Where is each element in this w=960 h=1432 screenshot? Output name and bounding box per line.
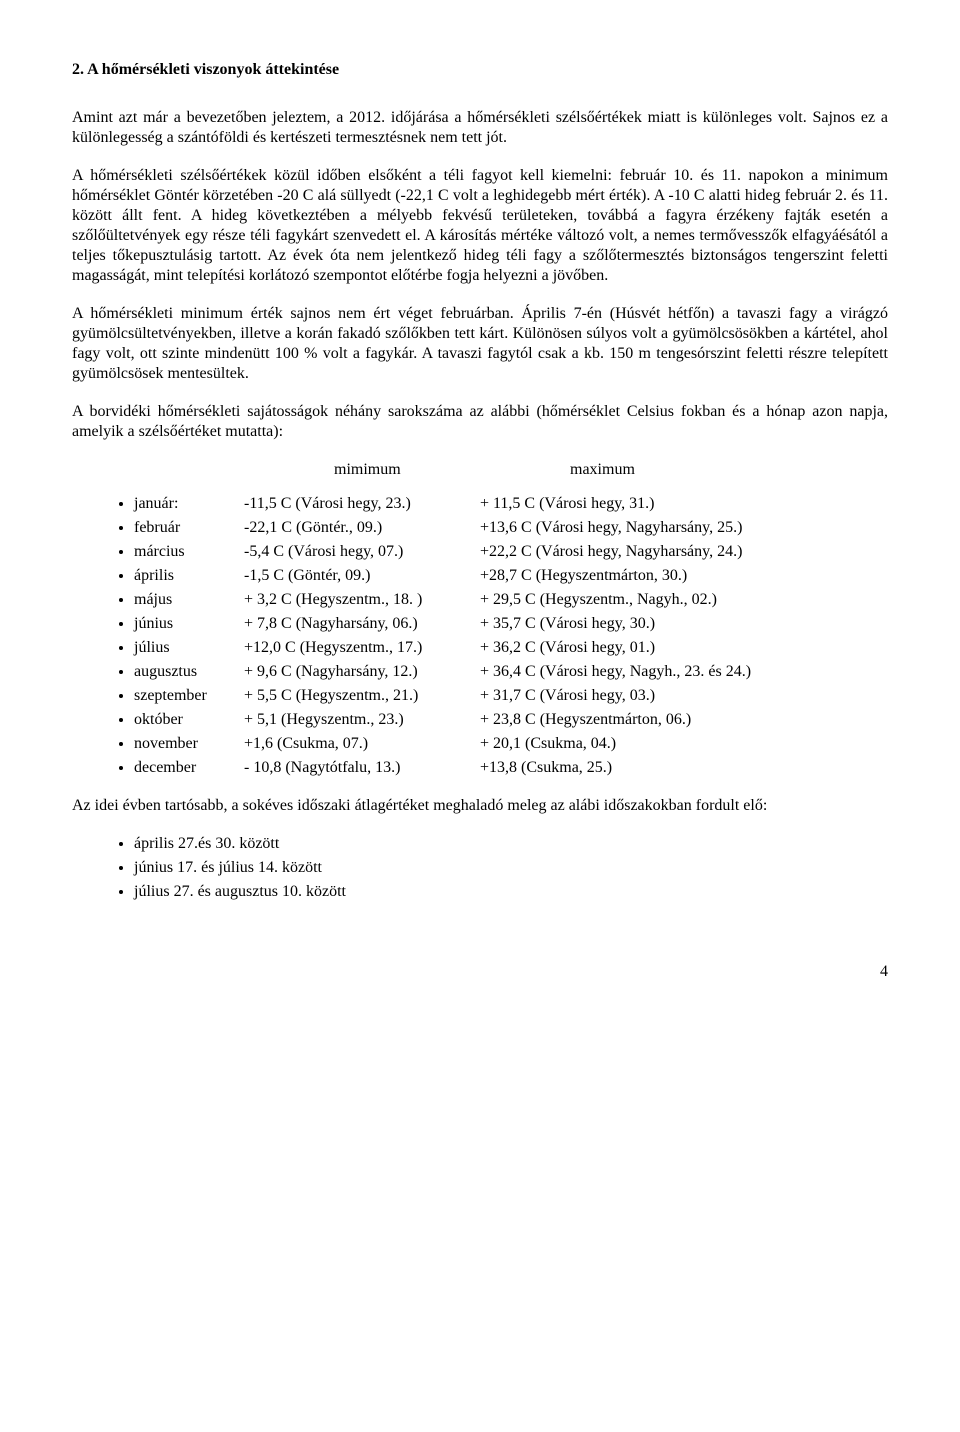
temperature-row: március-5,4 C (Városi hegy, 07.)+22,2 C … — [134, 542, 888, 562]
section-heading: 2. A hőmérsékleti viszonyok áttekintése — [72, 60, 888, 80]
warm-periods-list: április 27.és 30. között június 17. és jú… — [72, 834, 888, 902]
col-min-label: mimimum — [334, 460, 570, 480]
temperature-row: november+1,6 (Csukma, 07.)+ 20,1 (Csukma… — [134, 734, 888, 754]
max-value: + 29,5 C (Hegyszentm., Nagyh., 02.) — [480, 590, 888, 610]
min-value: - 10,8 (Nagytótfalu, 13.) — [244, 758, 480, 778]
min-value: -5,4 C (Városi hegy, 07.) — [244, 542, 480, 562]
min-value: + 5,1 (Hegyszentm., 23.) — [244, 710, 480, 730]
month-label: május — [134, 590, 244, 610]
max-value: + 36,4 C (Városi hegy, Nagyh., 23. és 24… — [480, 662, 888, 682]
page-number: 4 — [72, 962, 888, 982]
temperature-row: május+ 3,2 C (Hegyszentm., 18. )+ 29,5 C… — [134, 590, 888, 610]
max-value: +13,6 C (Városi hegy, Nagyharsány, 25.) — [480, 518, 888, 538]
month-label: december — [134, 758, 244, 778]
temperature-row: szeptember+ 5,5 C (Hegyszentm., 21.)+ 31… — [134, 686, 888, 706]
min-value: +1,6 (Csukma, 07.) — [244, 734, 480, 754]
month-label: február — [134, 518, 244, 538]
temperature-row: október+ 5,1 (Hegyszentm., 23.)+ 23,8 C … — [134, 710, 888, 730]
max-value: + 31,7 C (Városi hegy, 03.) — [480, 686, 888, 706]
month-label: június — [134, 614, 244, 634]
paragraph-2: A hőmérsékleti szélsőértékek közül időbe… — [72, 166, 888, 286]
min-value: +12,0 C (Hegyszentm., 17.) — [244, 638, 480, 658]
max-value: + 20,1 (Csukma, 04.) — [480, 734, 888, 754]
min-value: -11,5 C (Városi hegy, 23.) — [244, 494, 480, 514]
month-label: január: — [134, 494, 244, 514]
temperature-row: január:-11,5 C (Városi hegy, 23.)+ 11,5 … — [134, 494, 888, 514]
min-value: -22,1 C (Göntér., 09.) — [244, 518, 480, 538]
min-value: + 7,8 C (Nagyharsány, 06.) — [244, 614, 480, 634]
paragraph-5: Az idei évben tartósabb, a sokéves idősz… — [72, 796, 888, 816]
min-value: + 5,5 C (Hegyszentm., 21.) — [244, 686, 480, 706]
max-value: + 35,7 C (Városi hegy, 30.) — [480, 614, 888, 634]
temperature-row: augusztus+ 9,6 C (Nagyharsány, 12.)+ 36,… — [134, 662, 888, 682]
month-label: szeptember — [134, 686, 244, 706]
min-value: + 3,2 C (Hegyszentm., 18. ) — [244, 590, 480, 610]
max-value: +13,8 (Csukma, 25.) — [480, 758, 888, 778]
month-label: október — [134, 710, 244, 730]
col-max-label: maximum — [570, 460, 888, 480]
paragraph-3: A hőmérsékleti minimum érték sajnos nem … — [72, 304, 888, 384]
max-value: + 23,8 C (Hegyszentmárton, 06.) — [480, 710, 888, 730]
temperature-row: június+ 7,8 C (Nagyharsány, 06.)+ 35,7 C… — [134, 614, 888, 634]
paragraph-4: A borvidéki hőmérsékleti sajátosságok né… — [72, 402, 888, 442]
max-value: + 36,2 C (Városi hegy, 01.) — [480, 638, 888, 658]
max-value: +28,7 C (Hegyszentmárton, 30.) — [480, 566, 888, 586]
temperature-row: április-1,5 C (Göntér, 09.)+28,7 C (Hegy… — [134, 566, 888, 586]
temperature-row: július+12,0 C (Hegyszentm., 17.)+ 36,2 C… — [134, 638, 888, 658]
period-item: június 17. és július 14. között — [134, 858, 888, 878]
month-label: november — [134, 734, 244, 754]
min-value: + 9,6 C (Nagyharsány, 12.) — [244, 662, 480, 682]
min-value: -1,5 C (Göntér, 09.) — [244, 566, 480, 586]
month-label: július — [134, 638, 244, 658]
paragraph-1: Amint azt már a bevezetőben jeleztem, a … — [72, 108, 888, 148]
month-label: augusztus — [134, 662, 244, 682]
temperature-table: január:-11,5 C (Városi hegy, 23.)+ 11,5 … — [72, 494, 888, 778]
temperature-row: december- 10,8 (Nagytótfalu, 13.)+13,8 (… — [134, 758, 888, 778]
column-headers: mimimum maximum — [72, 460, 888, 480]
period-item: április 27.és 30. között — [134, 834, 888, 854]
month-label: március — [134, 542, 244, 562]
month-label: április — [134, 566, 244, 586]
max-value: +22,2 C (Városi hegy, Nagyharsány, 24.) — [480, 542, 888, 562]
max-value: + 11,5 C (Városi hegy, 31.) — [480, 494, 888, 514]
period-item: július 27. és augusztus 10. között — [134, 882, 888, 902]
temperature-row: február-22,1 C (Göntér., 09.)+13,6 C (Vá… — [134, 518, 888, 538]
